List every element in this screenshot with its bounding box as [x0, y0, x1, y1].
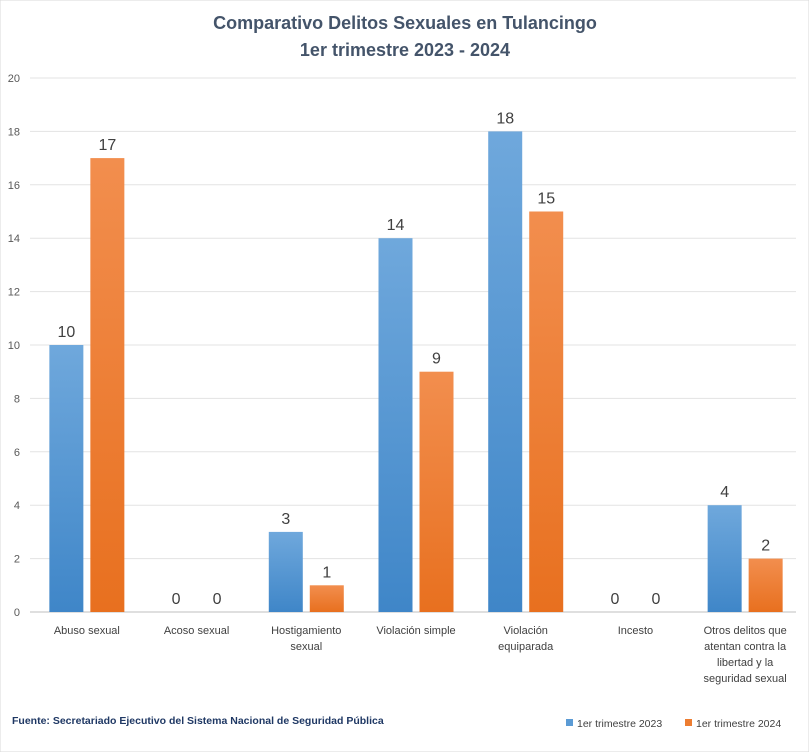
data-label: 18	[496, 110, 514, 127]
bar	[529, 211, 564, 612]
y-tick-label: 0	[14, 607, 20, 619]
bar	[419, 371, 454, 612]
category-label: Acoso sexual	[164, 625, 229, 637]
data-label: 14	[387, 217, 405, 234]
bar	[309, 585, 344, 612]
bars	[49, 131, 783, 612]
data-labels: 10 17 0 0 3 1 14 9 18 15 0 0 4 2	[57, 110, 770, 608]
category-label: Incesto	[618, 625, 653, 637]
y-tick-label: 4	[14, 500, 20, 512]
data-label: 0	[213, 591, 222, 608]
y-axis-ticks: 0 2 4 6 8 10 12 14 16 18 20	[8, 73, 20, 619]
legend-swatch	[685, 719, 692, 726]
legend-swatch	[566, 719, 573, 726]
gridlines	[30, 77, 796, 613]
bar	[707, 505, 742, 612]
bar	[748, 558, 783, 612]
y-tick-label: 14	[8, 233, 20, 245]
y-tick-label: 2	[14, 554, 20, 566]
y-tick-label: 16	[8, 180, 20, 192]
category-labels: Abuso sexual Acoso sexual Hostigamiento sex…	[54, 625, 787, 685]
y-tick-label: 18	[8, 126, 20, 138]
data-label: 17	[98, 137, 116, 154]
category-label: Otros delitos que atentan contra la libert…	[704, 625, 787, 685]
category-label: Violación simple	[376, 625, 455, 637]
data-label: 3	[281, 511, 290, 528]
y-tick-label: 8	[14, 393, 20, 405]
y-tick-label: 10	[8, 340, 20, 352]
y-tick-label: 20	[8, 73, 20, 85]
data-label: 15	[537, 191, 555, 208]
data-label: 4	[720, 484, 729, 501]
legend-label: 1er trimestre 2023	[577, 718, 662, 730]
y-tick-label: 12	[8, 287, 20, 299]
data-label: 0	[651, 591, 660, 608]
bar	[268, 531, 303, 612]
legend-label: 1er trimestre 2024	[696, 718, 781, 730]
data-label: 0	[172, 591, 181, 608]
data-label: 9	[432, 351, 441, 368]
category-label: Hostigamiento sexual	[271, 625, 341, 653]
chart-subtitle: 1er trimestre 2023 - 2024	[300, 40, 510, 60]
data-label: 10	[57, 324, 75, 341]
bar	[378, 238, 413, 612]
legend: 1er trimestre 2023 1er trimestre 2024	[566, 718, 781, 730]
data-label: 0	[610, 591, 619, 608]
data-label: 1	[322, 564, 331, 581]
category-label: Abuso sexual	[54, 625, 120, 637]
bar	[488, 131, 523, 612]
data-label: 2	[761, 538, 770, 555]
y-tick-label: 6	[14, 447, 20, 459]
bar	[90, 158, 125, 612]
source-note: Fuente: Secretariado Ejecutivo del Siste…	[12, 715, 384, 727]
bar	[49, 345, 84, 612]
chart-title: Comparativo Delitos Sexuales en Tulancin…	[213, 13, 597, 33]
category-label: Violación equiparada	[498, 625, 554, 653]
